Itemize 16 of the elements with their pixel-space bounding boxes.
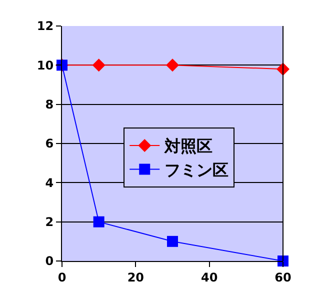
y-tick-label: 0	[45, 254, 54, 268]
point	[92, 58, 106, 72]
x-tick-label: 60	[274, 270, 292, 284]
legend-label: フミン区	[164, 160, 229, 180]
y-tick-label: 12	[36, 19, 54, 34]
y-tick-label: 2	[45, 215, 54, 230]
point	[167, 236, 178, 247]
y-tick-label: 6	[45, 136, 54, 151]
y-tick-label: 10	[36, 58, 54, 72]
point	[166, 58, 179, 72]
point	[93, 216, 104, 228]
x-tick-label: 40	[200, 270, 218, 284]
x-tick-label: 0	[58, 270, 66, 284]
y-tick-label: 8	[45, 98, 54, 112]
x-tick-label: 20	[127, 270, 144, 284]
y-tick-label: 4	[45, 176, 54, 190]
